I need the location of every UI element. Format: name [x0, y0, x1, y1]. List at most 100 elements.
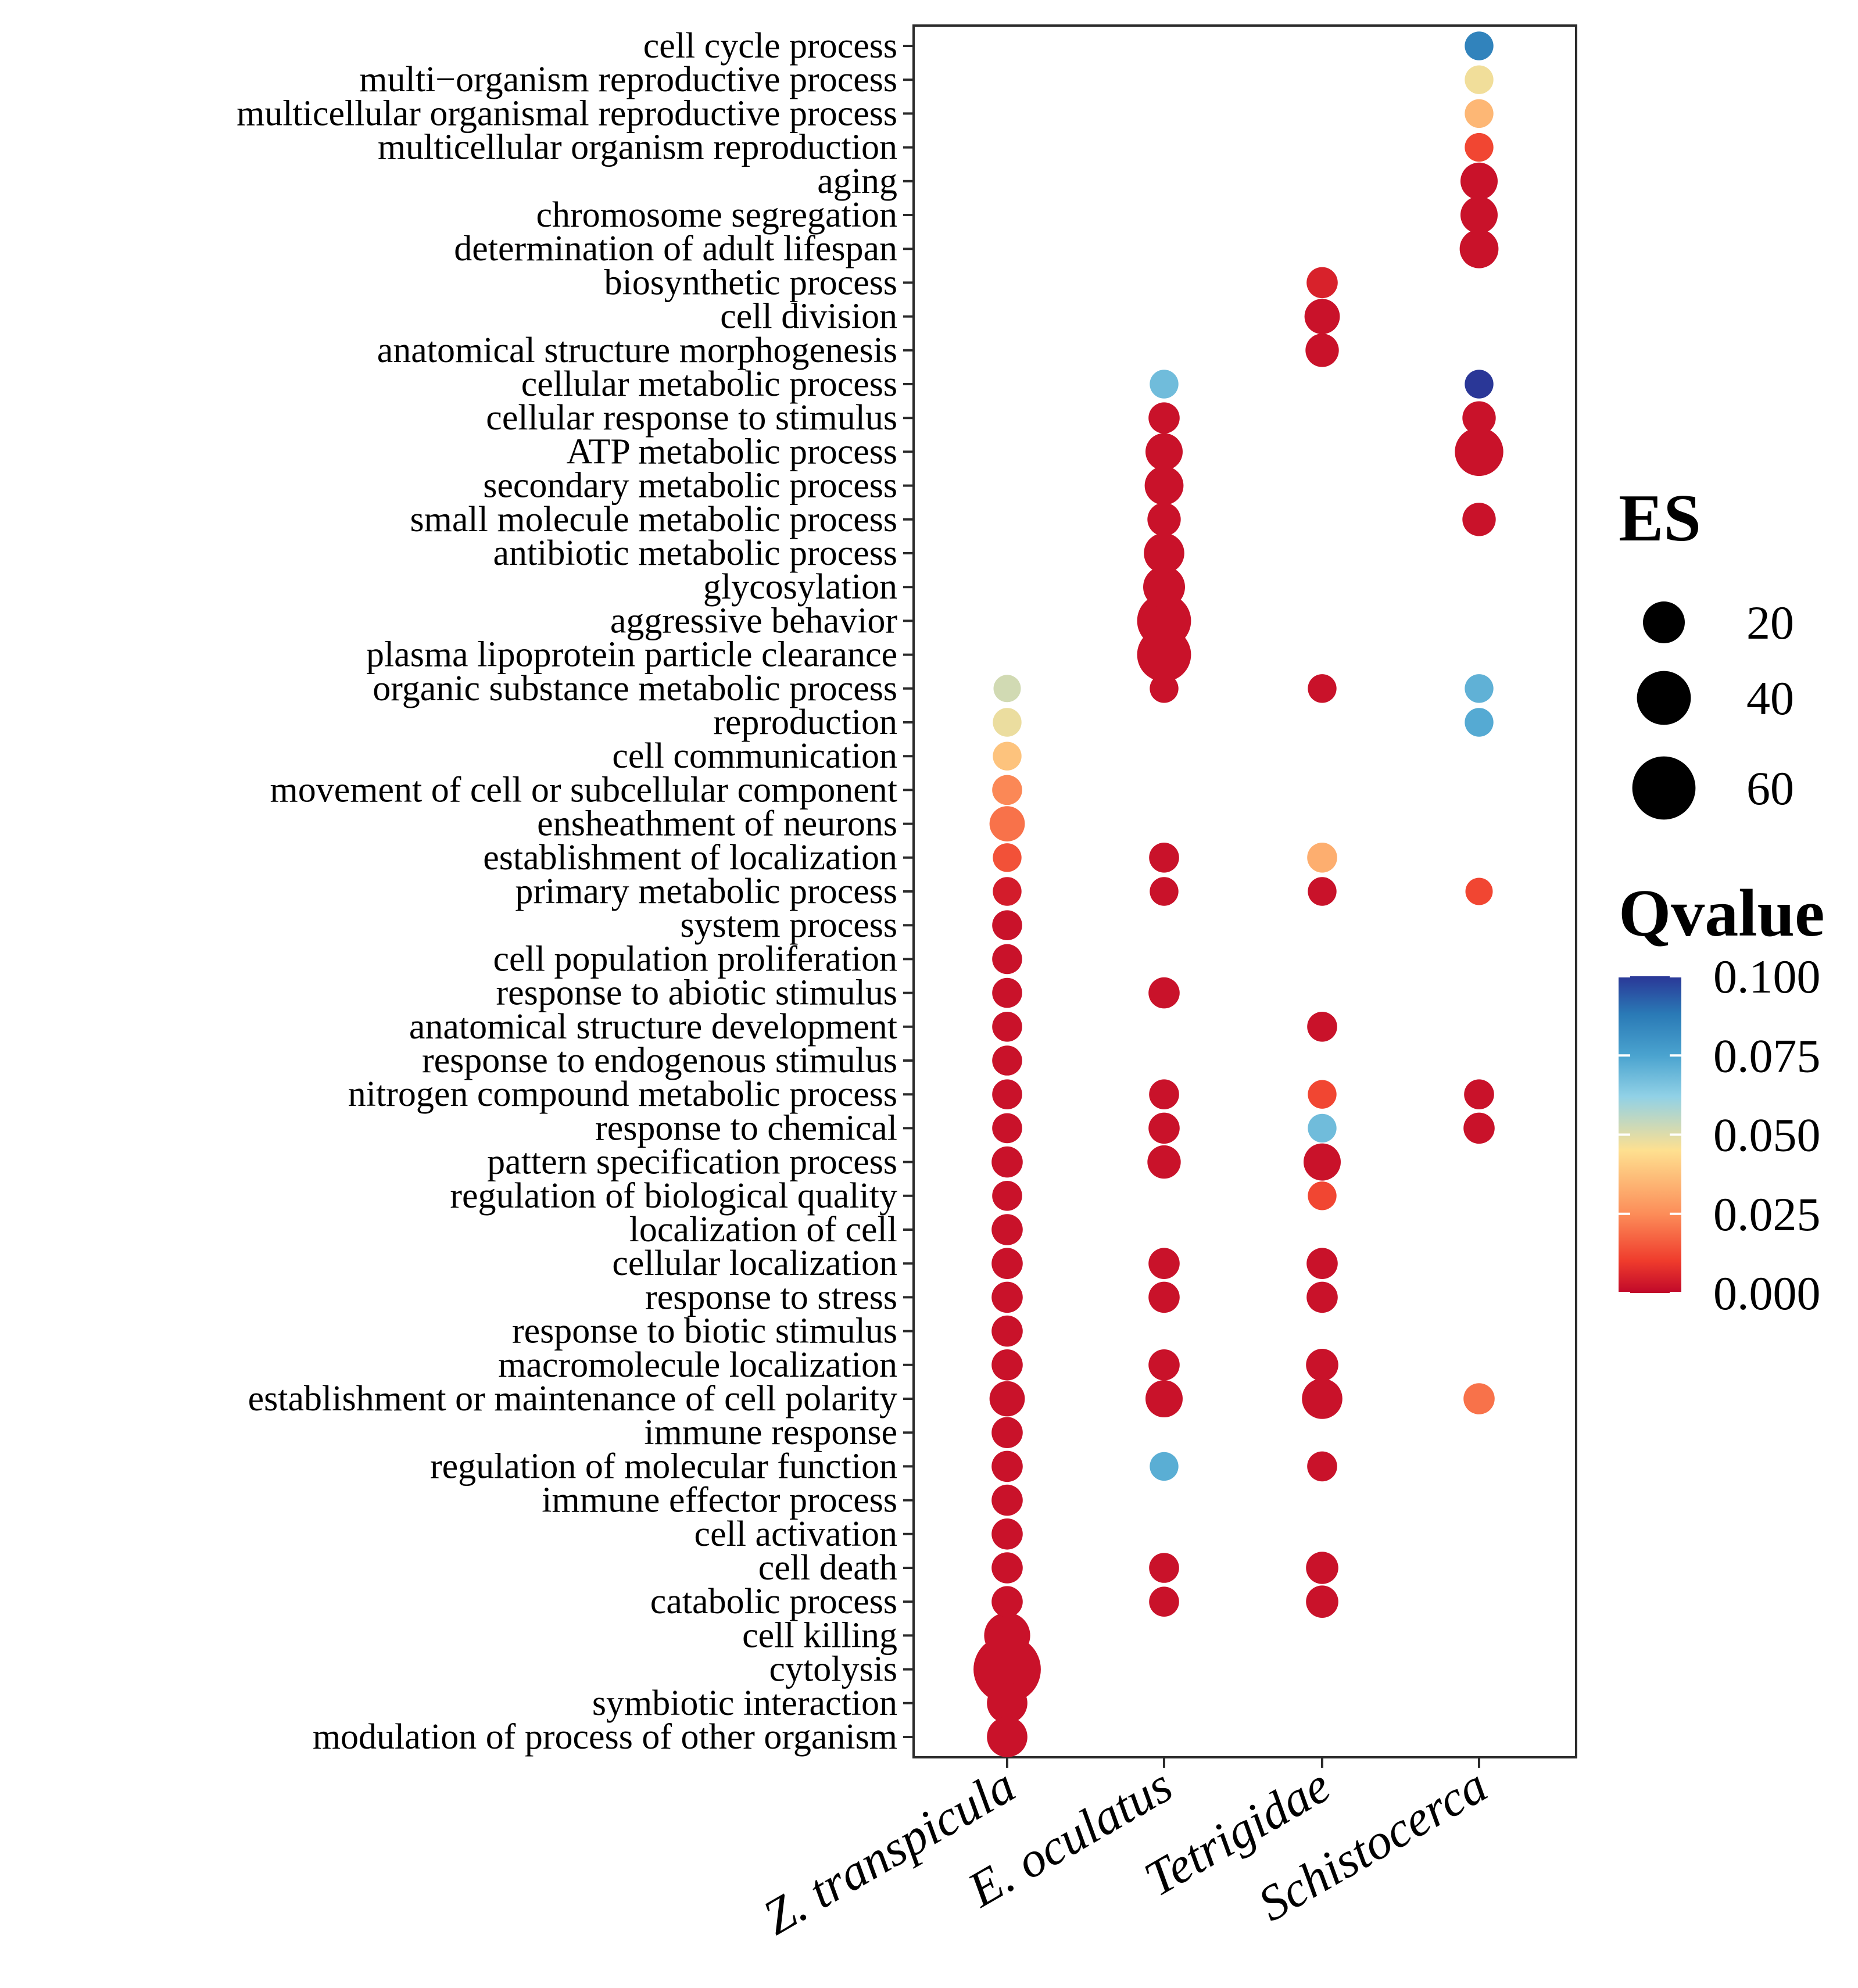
- dot-e-oculatus-plasma-lipoprotein-particle-clearance: [1137, 628, 1191, 682]
- dot-tetrigidae-organic-substance-metabolic-process: [1308, 674, 1337, 703]
- dot-z-transpicula-anatomical-structure-development: [992, 1012, 1022, 1042]
- y-tick-label-multicellular-organism-reproduction: multicellular organism reproduction: [378, 128, 897, 167]
- dot-e-oculatus-glycosylation: [1143, 566, 1185, 608]
- dot-z-transpicula-system-process: [992, 910, 1022, 940]
- dot-z-transpicula-organic-substance-metabolic-process: [993, 675, 1021, 703]
- y-tick-label-secondary-metabolic-process: secondary metabolic process: [483, 466, 897, 506]
- dot-z-transpicula-localization-of-cell: [991, 1214, 1023, 1245]
- dot-e-oculatus-primary-metabolic-process: [1150, 877, 1179, 906]
- dot-schistocerca-determination-of-adult-lifespan: [1459, 229, 1499, 268]
- dot-tetrigidae-pattern-specification-process: [1304, 1143, 1341, 1181]
- y-tick-label-establishment-or-maintenance-of-cell-polarity: establishment or maintenance of cell pol…: [248, 1379, 897, 1419]
- y-tick-label-cell-activation: cell activation: [694, 1514, 897, 1554]
- y-tick-label-multi-organism-reproductive-process: multi−organism reproductive process: [359, 60, 897, 99]
- y-tick-label-symbiotic-interaction: symbiotic interaction: [592, 1683, 897, 1723]
- y-tick-label-plasma-lipoprotein-particle-clearance: plasma lipoprotein particle clearance: [366, 635, 897, 675]
- dot-schistocerca-nitrogen-compound-metabolic-process: [1464, 1079, 1494, 1109]
- dot-tetrigidae-regulation-of-biological-quality: [1308, 1181, 1337, 1210]
- dot-tetrigidae-primary-metabolic-process: [1308, 877, 1337, 906]
- dot-e-oculatus-cellular-metabolic-process: [1150, 370, 1179, 399]
- dot-z-transpicula-pattern-specification-process: [991, 1146, 1023, 1178]
- dot-tetrigidae-cell-division: [1304, 299, 1340, 334]
- x-tick-label-z-transpicula: Z. transpicula: [754, 1757, 1025, 1945]
- y-tick-label-movement-of-cell-or-subcellular-component: movement of cell or subcellular componen…: [270, 770, 898, 809]
- dot-z-transpicula-modulation-of-process-of-other-organism: [987, 1717, 1028, 1757]
- y-tick-label-cellular-metabolic-process: cellular metabolic process: [521, 364, 897, 404]
- y-tick-label-cell-death: cell death: [758, 1548, 897, 1588]
- y-tick-label-chromosome-segregation: chromosome segregation: [536, 195, 897, 235]
- dot-z-transpicula-catabolic-process: [991, 1586, 1023, 1617]
- dot-z-transpicula-cell-population-proliferation: [992, 944, 1022, 975]
- y-tick-label-anatomical-structure-morphogenesis: anatomical structure morphogenesis: [377, 331, 897, 370]
- y-tick-label-organic-substance-metabolic-process: organic substance metabolic process: [373, 669, 897, 708]
- dot-e-oculatus-macromolecule-localization: [1148, 1349, 1180, 1381]
- y-tick-label-determination-of-adult-lifespan: determination of adult lifespan: [454, 229, 897, 268]
- dot-schistocerca-multicellular-organism-reproduction: [1465, 132, 1494, 162]
- dot-schistocerca-atp-metabolic-process: [1455, 427, 1503, 477]
- dot-tetrigidae-regulation-of-molecular-function: [1307, 1451, 1337, 1482]
- dot-schistocerca-chromosome-segregation: [1460, 196, 1498, 234]
- dot-tetrigidae-macromolecule-localization: [1306, 1349, 1338, 1381]
- dot-z-transpicula-immune-response: [991, 1417, 1023, 1448]
- y-tick-label-cellular-response-to-stimulus: cellular response to stimulus: [486, 398, 897, 438]
- dot-z-transpicula-macromolecule-localization: [991, 1349, 1023, 1381]
- y-tick-label-response-to-chemical: response to chemical: [595, 1108, 897, 1148]
- dot-schistocerca-multicellular-organismal-reproductive-process: [1465, 99, 1494, 128]
- y-tick-label-atp-metabolic-process: ATP metabolic process: [567, 432, 897, 471]
- dot-z-transpicula-cell-killing: [984, 1612, 1030, 1659]
- y-tick-label-cell-cycle-process: cell cycle process: [643, 26, 897, 66]
- y-tick-label-cell-communication: cell communication: [612, 736, 897, 776]
- dot-e-oculatus-cellular-localization: [1148, 1248, 1180, 1279]
- dot-e-oculatus-antibiotic-metabolic-process: [1144, 533, 1184, 574]
- dot-schistocerca-establishment-or-maintenance-of-cell-polarity: [1463, 1383, 1495, 1414]
- dot-schistocerca-small-molecule-metabolic-process: [1462, 503, 1496, 536]
- y-tick-label-modulation-of-process-of-other-organism: modulation of process of other organism: [313, 1717, 897, 1757]
- dot-z-transpicula-reproduction: [993, 708, 1022, 737]
- dot-e-oculatus-small-molecule-metabolic-process: [1147, 503, 1181, 536]
- dot-tetrigidae-anatomical-structure-development: [1307, 1012, 1337, 1042]
- dot-tetrigidae-cellular-localization: [1306, 1248, 1338, 1279]
- dot-z-transpicula-establishment-or-maintenance-of-cell-polarity: [989, 1381, 1025, 1417]
- y-tick-label-pattern-specification-process: pattern specification process: [487, 1142, 897, 1182]
- es-legend-dot-20: [1643, 601, 1685, 643]
- dot-z-transpicula-movement-of-cell-or-subcellular-component: [992, 775, 1022, 805]
- dot-z-transpicula-primary-metabolic-process: [993, 877, 1022, 906]
- y-tick-label-antibiotic-metabolic-process: antibiotic metabolic process: [493, 533, 897, 573]
- dot-tetrigidae-biosynthetic-process: [1306, 267, 1338, 299]
- dot-e-oculatus-atp-metabolic-process: [1145, 433, 1183, 471]
- y-tick-label-biosynthetic-process: biosynthetic process: [604, 263, 897, 302]
- y-tick-label-cellular-localization: cellular localization: [612, 1244, 897, 1283]
- y-tick-label-regulation-of-biological-quality: regulation of biological quality: [450, 1176, 897, 1216]
- y-tick-label-cell-division: cell division: [720, 297, 897, 336]
- dot-z-transpicula-cell-communication: [993, 742, 1022, 771]
- dot-tetrigidae-response-to-stress: [1306, 1281, 1338, 1313]
- dot-z-transpicula-establishment-of-localization: [993, 843, 1022, 872]
- dot-schistocerca-multi-organism-reproductive-process: [1465, 65, 1494, 94]
- y-tick-label-establishment-of-localization: establishment of localization: [483, 838, 897, 877]
- y-tick-label-aggressive-behavior: aggressive behavior: [610, 601, 897, 640]
- dot-z-transpicula-cytolysis: [973, 1635, 1041, 1703]
- dot-schistocerca-cell-cycle-process: [1465, 31, 1494, 60]
- dot-z-transpicula-symbiotic-interaction: [987, 1683, 1028, 1724]
- es-legend-dot-60: [1632, 756, 1696, 820]
- dot-z-transpicula-regulation-of-molecular-function: [991, 1450, 1023, 1482]
- qvalue-legend-title: Qvalue: [1619, 876, 1824, 951]
- dot-schistocerca-primary-metabolic-process: [1465, 877, 1493, 905]
- dot-z-transpicula-response-to-abiotic-stimulus: [992, 977, 1022, 1008]
- y-tick-label-immune-effector-process: immune effector process: [542, 1481, 897, 1520]
- y-tick-label-nitrogen-compound-metabolic-process: nitrogen compound metabolic process: [348, 1074, 897, 1114]
- dot-e-oculatus-secondary-metabolic-process: [1144, 466, 1184, 505]
- dot-e-oculatus-cell-death: [1149, 1553, 1179, 1583]
- dot-z-transpicula-cell-death: [991, 1552, 1023, 1584]
- dot-z-transpicula-response-to-endogenous-stimulus: [992, 1045, 1022, 1076]
- dot-e-oculatus-pattern-specification-process: [1147, 1145, 1181, 1179]
- y-tick-label-aging: aging: [817, 162, 897, 201]
- qvalue-tick-label-0-075: 0.075: [1713, 1029, 1821, 1082]
- y-tick-label-primary-metabolic-process: primary metabolic process: [515, 872, 897, 911]
- y-tick-label-system-process: system process: [680, 905, 897, 945]
- es-legend-label-40: 40: [1746, 672, 1794, 725]
- dot-z-transpicula-immune-effector-process: [991, 1484, 1023, 1516]
- y-tick-label-response-to-abiotic-stimulus: response to abiotic stimulus: [496, 973, 897, 1013]
